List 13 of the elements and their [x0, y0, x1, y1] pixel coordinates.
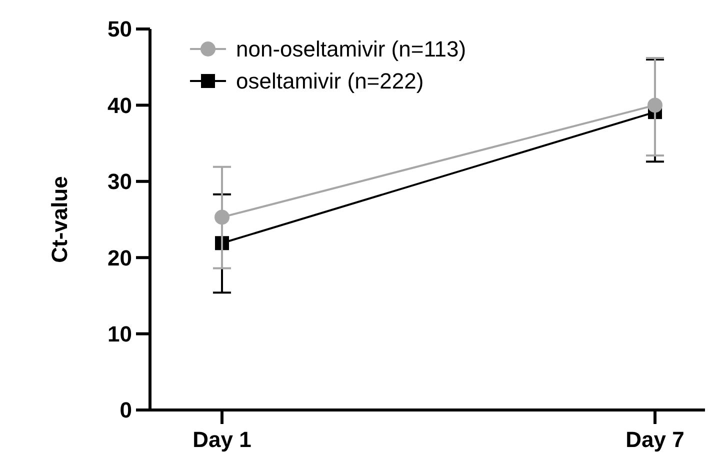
legend-label: non-oseltamivir (n=113) — [236, 36, 466, 62]
y-tick-label: 0 — [120, 398, 132, 423]
y-tick-label: 40 — [108, 92, 132, 118]
y-tick-label: 20 — [108, 245, 132, 270]
x-tick-label: Day 7 — [626, 427, 684, 452]
x-tick-label: Day 1 — [192, 427, 252, 452]
y-tick-label: 50 — [108, 16, 132, 42]
point — [214, 210, 230, 225]
legend-label: oseltamivir (n=222) — [236, 68, 424, 94]
y-axis-title: Ct-value — [47, 176, 72, 263]
y-tick-label: 10 — [108, 322, 132, 346]
point — [647, 98, 662, 113]
y-tick-label: 30 — [108, 169, 132, 194]
